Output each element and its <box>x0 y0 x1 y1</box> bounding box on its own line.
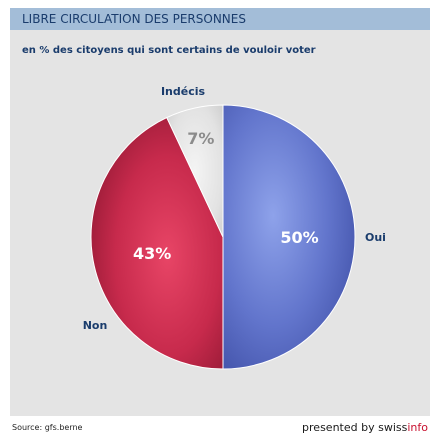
pie-slice-indcis <box>166 104 224 238</box>
footer: Source: gfs.berne presented by swissinfo <box>0 420 440 440</box>
brand-main: swiss <box>378 421 408 434</box>
pie-category-label: Non <box>83 319 108 332</box>
credit-prefix: presented by <box>302 421 379 434</box>
pie-value-label: 43% <box>133 244 171 263</box>
pie-value-labels: 50% 43% 7% <box>133 129 319 263</box>
pie-category-labels: Oui Non Indécis <box>83 85 386 332</box>
credit-line: presented by swissinfo <box>302 421 428 434</box>
pie-slice-non <box>90 116 224 370</box>
pie-slice-oui <box>222 104 356 370</box>
title-bar <box>10 8 430 30</box>
brand-accent: info <box>407 421 428 434</box>
chart-title: LIBRE CIRCULATION DES PERSONNES <box>22 12 246 26</box>
pie-category-label: Indécis <box>161 85 206 98</box>
pie-value-label: 50% <box>280 228 318 247</box>
source-note: Source: gfs.berne <box>12 423 83 432</box>
chart-subtitle: en % des citoyens qui sont certains de v… <box>22 45 316 56</box>
pie-value-label: 7% <box>187 129 214 148</box>
pie-category-label: Oui <box>365 231 386 244</box>
pie-chart: 50% 43% 7% Oui Non Indécis <box>83 85 386 370</box>
pie-slices <box>90 104 356 370</box>
